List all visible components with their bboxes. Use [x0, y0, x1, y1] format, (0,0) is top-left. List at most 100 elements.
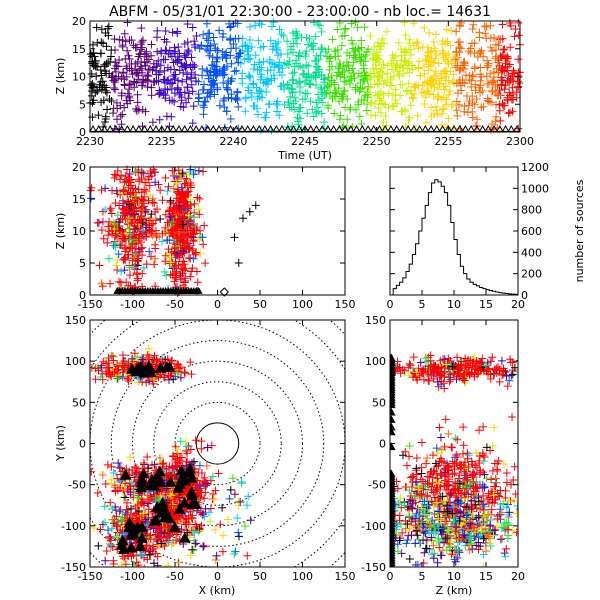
source-point — [283, 37, 292, 46]
range-ring — [195, 422, 240, 465]
source-point — [230, 67, 239, 76]
source-point — [140, 498, 149, 507]
source-point — [463, 494, 472, 503]
ground-marker — [283, 124, 292, 132]
source-point — [287, 103, 296, 112]
source-point — [117, 267, 126, 276]
scatter-point — [230, 549, 239, 558]
source-point — [448, 470, 457, 479]
source-point — [383, 61, 392, 70]
source-point — [500, 101, 509, 110]
source-point — [262, 78, 271, 87]
source-point — [177, 232, 186, 241]
source-point — [456, 44, 465, 53]
source-point — [387, 81, 396, 90]
source-point — [453, 111, 462, 120]
x-tick-label: 2240 — [219, 135, 247, 148]
ground-marker — [215, 124, 223, 132]
source-point — [347, 36, 356, 45]
source-point — [97, 186, 106, 195]
source-point — [194, 469, 203, 478]
source-point — [287, 84, 296, 93]
source-point — [497, 508, 506, 517]
source-point — [254, 110, 263, 119]
x-tick-label: 2245 — [291, 135, 319, 148]
source-point — [437, 380, 446, 389]
source-point — [168, 28, 177, 37]
source-point — [222, 62, 231, 71]
source-point — [194, 205, 203, 214]
source-point — [434, 494, 443, 503]
source-point — [222, 107, 231, 116]
source-point — [451, 55, 460, 64]
scatter-point — [186, 551, 195, 560]
source-point — [201, 98, 210, 107]
y-tick-label: 200 — [521, 268, 542, 281]
source-point — [129, 41, 138, 50]
source-point — [299, 70, 308, 79]
scatter-point — [115, 507, 124, 516]
source-point — [173, 445, 182, 454]
ground-marker — [387, 124, 395, 132]
source-point — [337, 92, 346, 101]
source-point — [502, 478, 511, 487]
source-point — [369, 64, 378, 73]
source-point — [90, 524, 98, 533]
source-point — [340, 67, 349, 76]
source-point — [487, 47, 496, 56]
source-point — [113, 374, 122, 383]
source-point — [425, 528, 434, 537]
source-point — [246, 22, 255, 31]
source-point — [113, 232, 122, 241]
source-point — [155, 89, 164, 98]
source-point — [475, 83, 484, 92]
scatter-point — [211, 525, 220, 534]
x-tick-label: -50 — [166, 570, 184, 583]
station-marker — [125, 541, 138, 553]
source-point — [484, 59, 493, 68]
source-point — [419, 375, 428, 384]
source-point — [439, 458, 448, 467]
ground-marker — [467, 124, 476, 132]
source-point — [459, 441, 468, 450]
source-point — [457, 18, 466, 27]
source-point — [171, 57, 180, 66]
source-point — [343, 48, 352, 57]
y-tick-label: 0 — [79, 289, 86, 302]
source-point — [197, 444, 206, 453]
source-point — [96, 66, 105, 75]
source-point — [151, 530, 160, 539]
source-point — [514, 55, 523, 64]
source-point — [265, 55, 274, 64]
source-point — [131, 43, 140, 52]
source-point — [479, 563, 488, 567]
source-point — [355, 45, 364, 54]
source-point — [407, 503, 416, 512]
source-point — [113, 374, 122, 383]
source-point — [348, 64, 357, 73]
source-point — [133, 90, 142, 99]
scatter-point — [246, 516, 255, 525]
source-point — [137, 551, 146, 560]
source-point — [499, 523, 508, 532]
source-point — [157, 237, 166, 246]
source-point — [520, 496, 528, 504]
source-point — [517, 518, 518, 520]
source-point — [157, 47, 166, 56]
source-point — [107, 209, 116, 218]
source-point — [92, 23, 101, 32]
source-point — [462, 473, 471, 482]
y-tick-label: 15 — [72, 193, 86, 206]
source-point — [452, 458, 461, 467]
source-point — [112, 171, 121, 180]
source-point — [179, 226, 188, 235]
source-point — [514, 31, 523, 40]
source-point — [495, 365, 504, 374]
ground-marker — [261, 124, 269, 132]
source-point — [342, 62, 351, 71]
source-point — [251, 21, 260, 30]
source-point — [393, 99, 402, 108]
source-point — [149, 78, 158, 87]
scatter-point — [188, 545, 197, 554]
source-point — [470, 63, 479, 72]
